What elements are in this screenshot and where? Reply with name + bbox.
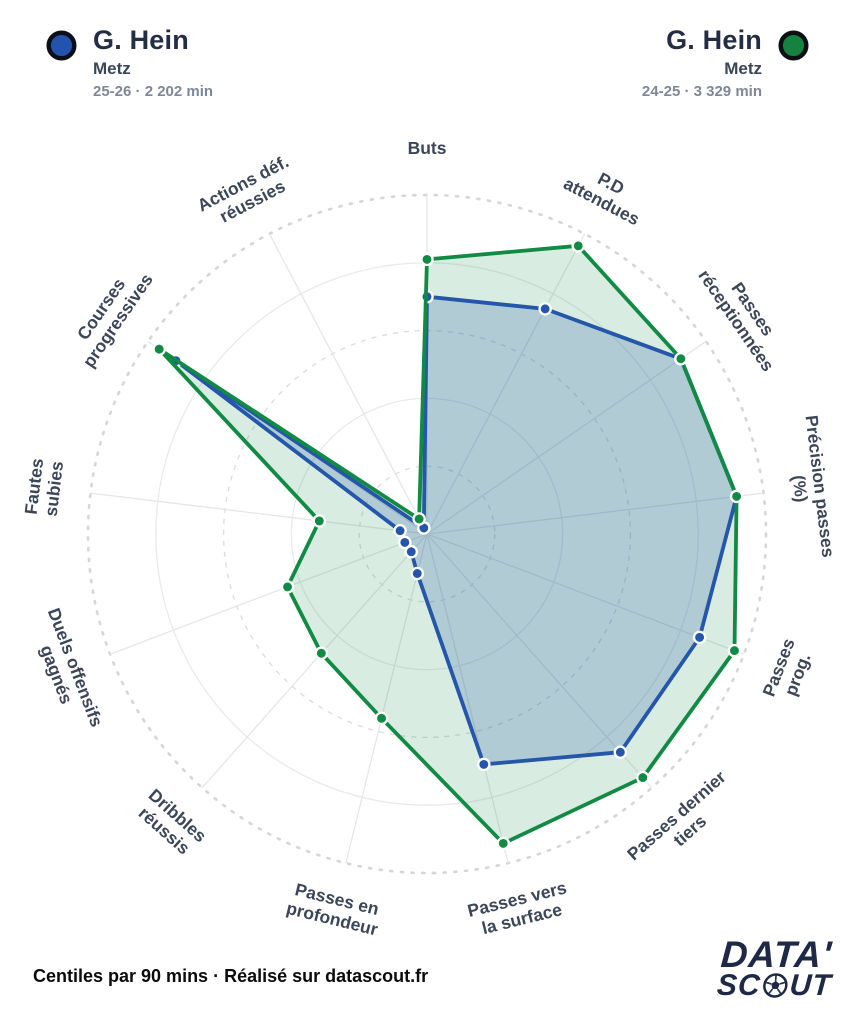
data-point-s1-a10: [314, 515, 325, 526]
green-season-dot-circle: [781, 33, 807, 59]
data-point-s0-a4: [694, 632, 705, 643]
player-meta-right: 24-25 · 3 329 min: [642, 83, 762, 100]
footer-note: Centiles par 90 mins · Réalisé sur datas…: [33, 966, 428, 987]
soccer-ball-icon: [762, 973, 789, 998]
axis-label-0: Buts: [408, 138, 447, 158]
data-point-s1-a8: [316, 648, 327, 659]
axis-label-12: Actions déf.réussies: [194, 151, 301, 233]
axis-label-6: Passes versla surface: [465, 877, 573, 940]
data-point-s0-a5: [615, 747, 626, 758]
axis-label-8: Dribblesréussis: [131, 785, 210, 862]
data-point-s1-a7: [376, 713, 387, 724]
legend-right-text: G. Hein Metz 24-25 · 3 329 min: [642, 26, 762, 100]
axis-label-9: Duels offensifsgagnés: [25, 605, 107, 737]
data-point-s1-a0: [421, 254, 432, 265]
player-name-left: G. Hein: [93, 26, 213, 56]
data-point-s0-a6: [478, 759, 489, 770]
data-point-s0-a10: [394, 525, 405, 536]
axis-label-3: Précision passes(%): [782, 414, 839, 561]
logo-line2-pre: SC: [716, 972, 762, 1000]
axis-label-2: Passesréceptionnées: [694, 255, 795, 376]
blue-season-dot-icon: [46, 30, 77, 61]
logo-line1: DATA': [703, 938, 850, 972]
axis-label-4: Passesprog.: [759, 635, 818, 706]
player-meta-left: 25-26 · 2 202 min: [93, 83, 213, 100]
axis-label-1: P.Dattendues: [560, 155, 652, 229]
logo-line2: SC UT: [701, 972, 848, 1000]
legend-season-24-25: G. Hein Metz 24-25 · 3 329 min: [642, 26, 809, 100]
blue-season-dot-circle: [49, 33, 75, 59]
data-point-s1-a2: [675, 353, 686, 364]
data-point-s1-a6: [498, 838, 509, 849]
axis-label-7: Passes enprofondeur: [284, 878, 384, 939]
data-point-s0-a7: [412, 568, 423, 579]
data-point-s0-a1: [540, 303, 551, 314]
data-point-s1-a1: [573, 240, 584, 251]
data-point-s1-a11: [154, 344, 165, 355]
legend-left-text: G. Hein Metz 25-26 · 2 202 min: [93, 26, 213, 100]
logo-line2-post: UT: [789, 972, 833, 1000]
data-point-s0-a9: [399, 537, 410, 548]
data-point-s1-a12: [414, 513, 425, 524]
player-team-left: Metz: [93, 59, 213, 79]
data-point-s1-a9: [282, 581, 293, 592]
axis-label-10: Fautessubies: [21, 457, 68, 518]
player-team-right: Metz: [642, 59, 762, 79]
data-point-s1-a3: [731, 491, 742, 502]
player-name-right: G. Hein: [642, 26, 762, 56]
data-point-s1-a4: [729, 645, 740, 656]
green-season-dot-icon: [778, 30, 809, 61]
axis-label-11: Coursesprogressives: [62, 258, 157, 371]
legend-season-25-26: G. Hein Metz 25-26 · 2 202 min: [46, 26, 213, 100]
data-point-s1-a5: [637, 772, 648, 783]
datascout-logo: DATA' SC UT: [701, 938, 850, 1000]
